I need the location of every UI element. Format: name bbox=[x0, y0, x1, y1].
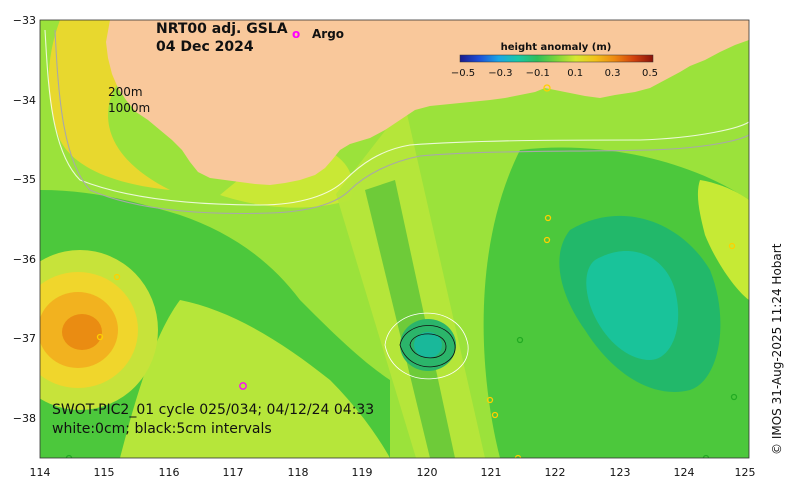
swot-info-line1: SWOT-PIC2_01 cycle 025/034; 04/12/24 04:… bbox=[52, 402, 374, 418]
swot-swath bbox=[336, 105, 485, 458]
map-date: 04 Dec 2024 bbox=[156, 39, 254, 55]
depth-label-1000m: 1000m bbox=[108, 101, 150, 115]
x-tick-label: 118 bbox=[288, 466, 309, 479]
x-tick-label: 121 bbox=[481, 466, 502, 479]
anomaly-lime-east-edge bbox=[697, 180, 749, 300]
argo-float-marker bbox=[113, 273, 121, 281]
x-tick-label: 116 bbox=[159, 466, 180, 479]
anomaly-lime-south bbox=[120, 300, 390, 458]
y-tick-label: −37 bbox=[13, 332, 36, 345]
warm-eddy-core bbox=[62, 314, 102, 350]
x-tick-label: 117 bbox=[223, 466, 244, 479]
anomaly-cyan-east bbox=[586, 251, 679, 360]
argo-float-marker bbox=[96, 333, 104, 341]
plot-frame bbox=[39, 19, 750, 459]
argo-float-marker bbox=[544, 214, 552, 222]
argo-float-marker bbox=[543, 84, 551, 92]
argo-float-marker bbox=[65, 454, 73, 458]
colorbar-tick-label: 0.1 bbox=[567, 68, 583, 79]
x-tick-label: 119 bbox=[352, 466, 373, 479]
y-tick-label: −33 bbox=[13, 14, 36, 27]
y-axis: −33 −34 −35 −36 −37 −38 bbox=[13, 14, 36, 425]
y-tick-label: −34 bbox=[13, 94, 36, 107]
colorbar-title: height anomaly (m) bbox=[501, 42, 612, 53]
colorbar: height anomaly (m) −0.5 −0.3 −0.1 0.1 0.3 0.5 bbox=[451, 42, 658, 79]
y-tick-label: −38 bbox=[13, 412, 36, 425]
y-tick-label: −35 bbox=[13, 173, 36, 186]
x-tick-label: 120 bbox=[417, 466, 438, 479]
x-tick-label: 114 bbox=[30, 466, 51, 479]
swot-info-line2: white:0cm; black:5cm intervals bbox=[52, 421, 272, 437]
x-tick-label: 124 bbox=[674, 466, 695, 479]
colorbar-tick-label: −0.1 bbox=[526, 68, 550, 79]
colorbar-tick-label: 0.5 bbox=[642, 68, 658, 79]
colorbar-ticks: −0.5 −0.3 −0.1 0.1 0.3 0.5 bbox=[451, 68, 658, 79]
argo-float-marker bbox=[514, 454, 522, 458]
argo-float-marker bbox=[702, 454, 710, 458]
plot-area bbox=[40, 20, 749, 458]
x-tick-label: 123 bbox=[610, 466, 631, 479]
argo-legend-symbol: o bbox=[292, 27, 300, 41]
x-tick-label: 125 bbox=[735, 466, 756, 479]
contour-1000m bbox=[54, 29, 749, 215]
anomaly-yellow-shelf bbox=[48, 20, 180, 190]
x-tick-label: 122 bbox=[545, 466, 566, 479]
x-tick-label: 115 bbox=[94, 466, 115, 479]
argo-legend: o Argo bbox=[292, 27, 344, 41]
contour-200m bbox=[44, 29, 749, 206]
argo-floats bbox=[65, 84, 738, 458]
depth-label-200m: 200m bbox=[108, 85, 143, 99]
colorbar-tick-label: 0.3 bbox=[605, 68, 621, 79]
argo-legend-label: Argo bbox=[312, 27, 344, 41]
argo-float-marker bbox=[730, 393, 738, 401]
argo-float-marker bbox=[239, 382, 247, 390]
argo-float-marker bbox=[516, 336, 524, 344]
colorbar-ramp bbox=[459, 54, 654, 63]
argo-float-marker bbox=[491, 411, 499, 419]
y-tick-label: −36 bbox=[13, 253, 36, 266]
argo-float-marker bbox=[486, 396, 494, 404]
x-axis: 114 115 116 117 118 119 120 121 122 123 … bbox=[30, 466, 756, 479]
colorbar-tick-label: −0.3 bbox=[488, 68, 512, 79]
argo-float-marker bbox=[728, 242, 736, 250]
argo-float-marker bbox=[543, 236, 551, 244]
imos-credit: © IMOS 31-Aug-2025 11:24 Hobart bbox=[770, 243, 784, 455]
map-title: NRT00 adj. GSLA bbox=[156, 21, 288, 37]
colorbar-tick-label: −0.5 bbox=[451, 68, 475, 79]
